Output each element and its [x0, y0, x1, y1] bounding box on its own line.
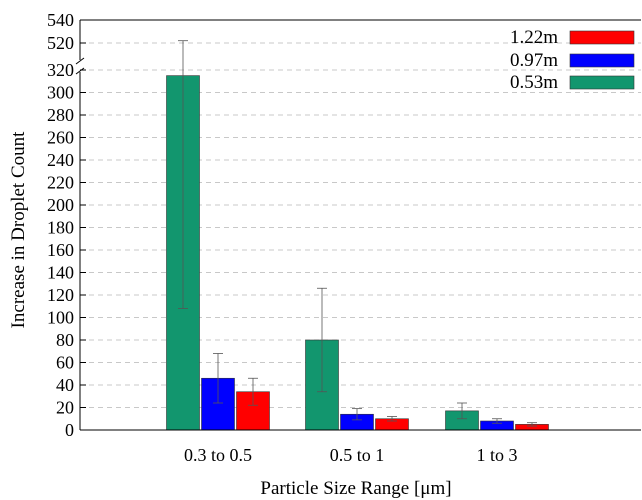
y-tick-label: 300 [47, 83, 74, 103]
legend-swatch [569, 75, 635, 90]
x-tick-label: 0.5 to 1 [330, 445, 385, 465]
x-tick-label: 0.3 to 0.5 [184, 445, 252, 465]
y-tick-label: 240 [47, 150, 74, 170]
y-tick-label: 120 [47, 285, 74, 305]
y-tick-label: 20 [56, 398, 74, 418]
y-tick-label: 160 [47, 240, 74, 260]
y-tick-label: 180 [47, 218, 74, 238]
legend-swatch [569, 30, 635, 45]
y-tick-label: 100 [47, 308, 74, 328]
x-axis-title: Particle Size Range [μm] [260, 478, 451, 499]
axis-break-mark [75, 67, 85, 75]
bars [166, 75, 549, 431]
error-bars [178, 40, 537, 427]
y-tick-label: 520 [47, 33, 74, 53]
y-tick-label: 0 [65, 420, 74, 440]
x-tick-label: 1 to 3 [476, 445, 517, 465]
legend-swatch [569, 53, 635, 68]
y-tick-label: 80 [56, 330, 74, 350]
y-tick-label: 220 [47, 173, 74, 193]
y-tick-label: 200 [47, 195, 74, 215]
y-tick-label: 280 [47, 105, 74, 125]
y-tick-label: 320 [47, 60, 74, 80]
y-tick-label: 540 [47, 10, 74, 30]
y-tick-label: 140 [47, 263, 74, 283]
x-tick-labels: 0.3 to 0.5 0.5 to 1 1 to 3 [184, 445, 518, 465]
y-tick-label: 40 [56, 375, 74, 395]
legend-label: 0.53m [510, 72, 558, 93]
y-tick-label: 60 [56, 353, 74, 373]
y-tick-label: 260 [47, 128, 74, 148]
y-axis-title: Increase in Droplet Count [8, 131, 29, 329]
axes [75, 19, 641, 431]
legend-label: 1.22m [510, 27, 558, 48]
y-tick-labels: 0204060801001201401601802002202402602803… [47, 10, 74, 440]
axis-break-mark [75, 57, 85, 65]
legend-label: 0.97m [510, 50, 558, 71]
